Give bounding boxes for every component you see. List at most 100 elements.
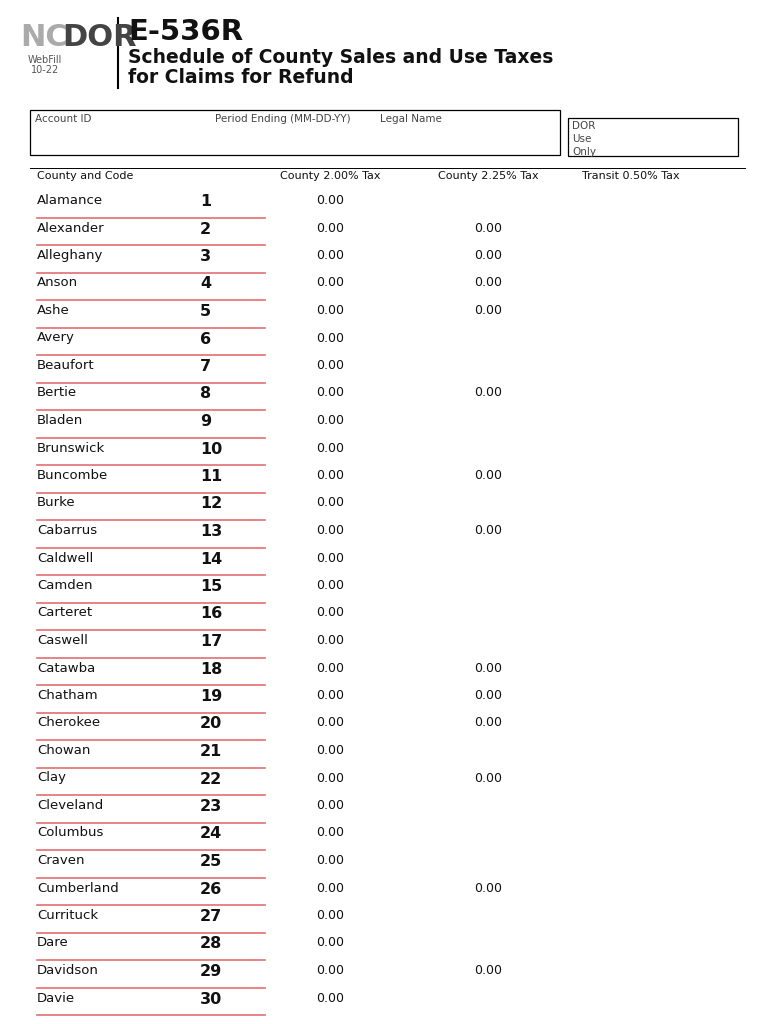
Text: 0.00: 0.00 [474, 276, 502, 290]
Text: 3: 3 [200, 249, 211, 264]
Text: 26: 26 [200, 882, 223, 896]
Text: 0.00: 0.00 [316, 826, 344, 840]
Text: 27: 27 [200, 909, 223, 924]
Text: 0.00: 0.00 [316, 964, 344, 977]
Text: 12: 12 [200, 497, 223, 512]
Text: 0.00: 0.00 [316, 606, 344, 620]
Text: County 2.25% Tax: County 2.25% Tax [437, 171, 538, 181]
Text: Bladen: Bladen [37, 414, 83, 427]
Text: 17: 17 [200, 634, 223, 649]
Text: DOR
Use
Only: DOR Use Only [572, 121, 596, 158]
Text: Legal Name: Legal Name [380, 114, 442, 124]
Text: 2: 2 [200, 221, 211, 237]
Text: 0.00: 0.00 [474, 386, 502, 399]
Text: Craven: Craven [37, 854, 85, 867]
Text: Buncombe: Buncombe [37, 469, 109, 482]
Text: Carteret: Carteret [37, 606, 92, 620]
Text: WebFill: WebFill [28, 55, 62, 65]
Text: County 2.00% Tax: County 2.00% Tax [280, 171, 380, 181]
Text: 10-22: 10-22 [31, 65, 59, 75]
Text: Brunswick: Brunswick [37, 441, 105, 455]
Text: 0.00: 0.00 [316, 524, 344, 537]
Text: 0.00: 0.00 [316, 771, 344, 784]
Text: Beaufort: Beaufort [37, 359, 95, 372]
Text: 15: 15 [200, 579, 223, 594]
Text: 0.00: 0.00 [316, 882, 344, 895]
Text: Davie: Davie [37, 991, 75, 1005]
Text: Chowan: Chowan [37, 744, 90, 757]
Text: 0.00: 0.00 [474, 469, 502, 482]
Text: 0.00: 0.00 [316, 689, 344, 702]
Text: 11: 11 [200, 469, 223, 484]
Text: Caswell: Caswell [37, 634, 88, 647]
Text: 22: 22 [200, 771, 223, 786]
Text: Anson: Anson [37, 276, 78, 290]
Text: 0.00: 0.00 [316, 744, 344, 757]
Text: 0.00: 0.00 [316, 552, 344, 564]
Text: 6: 6 [200, 332, 211, 346]
Text: 0.00: 0.00 [316, 717, 344, 729]
Text: 23: 23 [200, 799, 223, 814]
Bar [30, 110, 560, 155]
Text: 0.00: 0.00 [316, 304, 344, 317]
Text: 0.00: 0.00 [316, 909, 344, 922]
Text: Alamance: Alamance [37, 194, 103, 207]
Text: Camden: Camden [37, 579, 92, 592]
Text: 0.00: 0.00 [474, 882, 502, 895]
Text: 0.00: 0.00 [474, 964, 502, 977]
Text: 0.00: 0.00 [474, 771, 502, 784]
Text: E-536R: E-536R [128, 18, 243, 46]
Text: 0.00: 0.00 [316, 359, 344, 372]
Text: 8: 8 [200, 386, 211, 401]
Text: Dare: Dare [37, 937, 69, 949]
Text: 20: 20 [200, 717, 223, 731]
Text: 0.00: 0.00 [316, 799, 344, 812]
Text: Cleveland: Cleveland [37, 799, 103, 812]
Text: 0.00: 0.00 [316, 276, 344, 290]
Text: 0.00: 0.00 [316, 497, 344, 510]
Text: 24: 24 [200, 826, 223, 842]
Text: Transit 0.50% Tax: Transit 0.50% Tax [582, 171, 680, 181]
Text: 14: 14 [200, 552, 223, 566]
Text: 0.00: 0.00 [316, 854, 344, 867]
Text: 10: 10 [200, 441, 223, 457]
Text: NC: NC [20, 24, 68, 52]
Text: 0.00: 0.00 [316, 332, 344, 344]
Text: 25: 25 [200, 854, 223, 869]
Text: Ashe: Ashe [37, 304, 70, 317]
Text: 28: 28 [200, 937, 223, 951]
Text: Avery: Avery [37, 332, 75, 344]
Text: Account ID: Account ID [35, 114, 92, 124]
Text: 0.00: 0.00 [316, 991, 344, 1005]
Text: Davidson: Davidson [37, 964, 99, 977]
Text: 4: 4 [200, 276, 211, 292]
Text: Caldwell: Caldwell [37, 552, 93, 564]
Text: 5: 5 [200, 304, 211, 319]
Text: 1: 1 [200, 194, 211, 209]
Text: 0.00: 0.00 [474, 221, 502, 234]
Text: 0.00: 0.00 [316, 441, 344, 455]
Text: Chatham: Chatham [37, 689, 98, 702]
Text: 0.00: 0.00 [316, 634, 344, 647]
Text: 19: 19 [200, 689, 223, 705]
Text: 0.00: 0.00 [474, 524, 502, 537]
Text: 0.00: 0.00 [316, 221, 344, 234]
Text: 0.00: 0.00 [316, 386, 344, 399]
Text: Cumberland: Cumberland [37, 882, 119, 895]
Text: 0.00: 0.00 [316, 937, 344, 949]
Text: DOR: DOR [62, 24, 136, 52]
Text: Alexander: Alexander [37, 221, 105, 234]
Text: 7: 7 [200, 359, 211, 374]
Text: Alleghany: Alleghany [37, 249, 103, 262]
Text: 0.00: 0.00 [316, 414, 344, 427]
Text: Schedule of County Sales and Use Taxes: Schedule of County Sales and Use Taxes [128, 48, 554, 67]
Text: 9: 9 [200, 414, 211, 429]
Text: 0.00: 0.00 [474, 689, 502, 702]
Text: 0.00: 0.00 [316, 579, 344, 592]
Text: Currituck: Currituck [37, 909, 98, 922]
Text: 0.00: 0.00 [474, 717, 502, 729]
Bar [568, 118, 738, 156]
Text: 0.00: 0.00 [316, 194, 344, 207]
Text: 16: 16 [200, 606, 223, 622]
Text: Bertie: Bertie [37, 386, 77, 399]
